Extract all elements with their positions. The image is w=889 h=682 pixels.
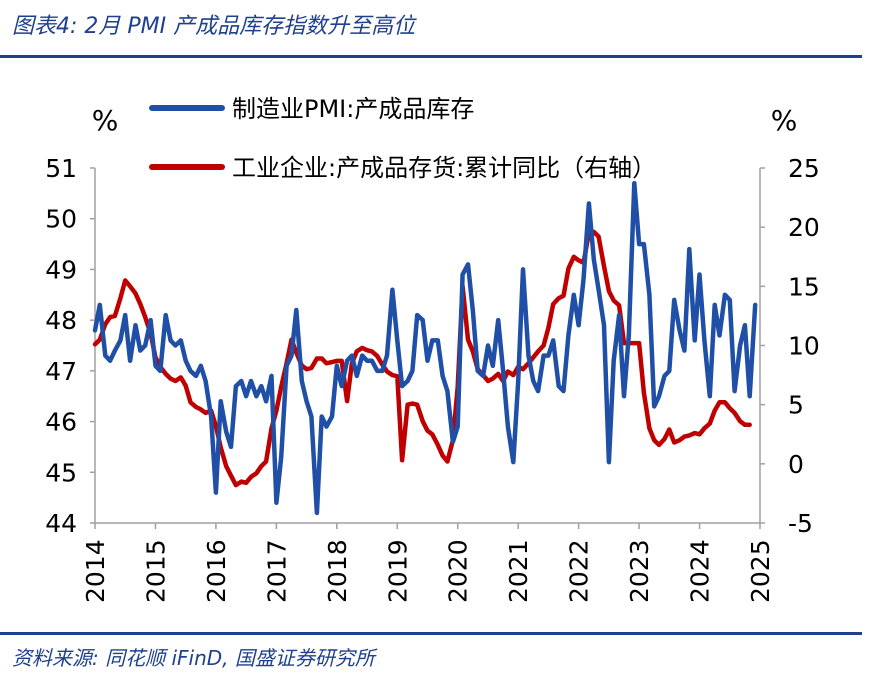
right-tick-label: -5 [788,509,813,538]
series-line-pmi-inventory [92,180,758,516]
figure-title: 图表4: 2月 PMI 产成品库存指数升至高位 [12,14,416,39]
right-tick-label: 15 [788,272,820,301]
left-axis-unit: % [92,104,119,137]
left-tick-label: 44 [45,509,77,538]
right-tick-label: 0 [788,450,804,479]
x-tick-label: 2022 [565,539,594,603]
left-tick-label: 45 [45,458,77,487]
plot-lines [92,180,758,516]
x-tick-label: 2020 [444,539,473,603]
x-tick-label: 2015 [141,539,170,603]
right-tick-label: 20 [788,213,820,242]
series-line-inventory-yoy [92,229,752,488]
legend-label: 工业企业:产成品存货:累计同比（右轴） [232,154,656,182]
x-tick-label: 2019 [383,539,412,603]
x-tick-label: 2018 [323,539,352,603]
source-rule [0,632,862,635]
right-tick-label: 5 [788,391,804,420]
x-tick-label: 2017 [262,539,291,603]
x-tick-label: 2025 [746,539,775,603]
left-tick-label: 49 [45,255,77,284]
title-rule [0,55,862,58]
x-tick-label: 2023 [625,539,654,603]
x-tick-label: 2021 [504,539,533,603]
right-tick-label: 25 [788,154,820,183]
left-tick-label: 50 [45,205,77,234]
right-axis-unit: % [771,104,798,137]
left-tick-label: 48 [45,306,77,335]
legend-label: 制造业PMI:产成品库存 [232,95,474,123]
x-tick-label: 2024 [686,539,715,603]
x-tick-label: 2016 [202,539,231,603]
source-note: 资料来源: 同花顺 iFinD, 国盛证券研究所 [12,646,375,670]
left-tick-label: 47 [45,357,77,386]
left-tick-label: 51 [45,154,77,183]
x-tick-label: 2014 [81,539,110,603]
right-tick-label: 10 [788,332,820,361]
left-tick-label: 46 [45,408,77,437]
